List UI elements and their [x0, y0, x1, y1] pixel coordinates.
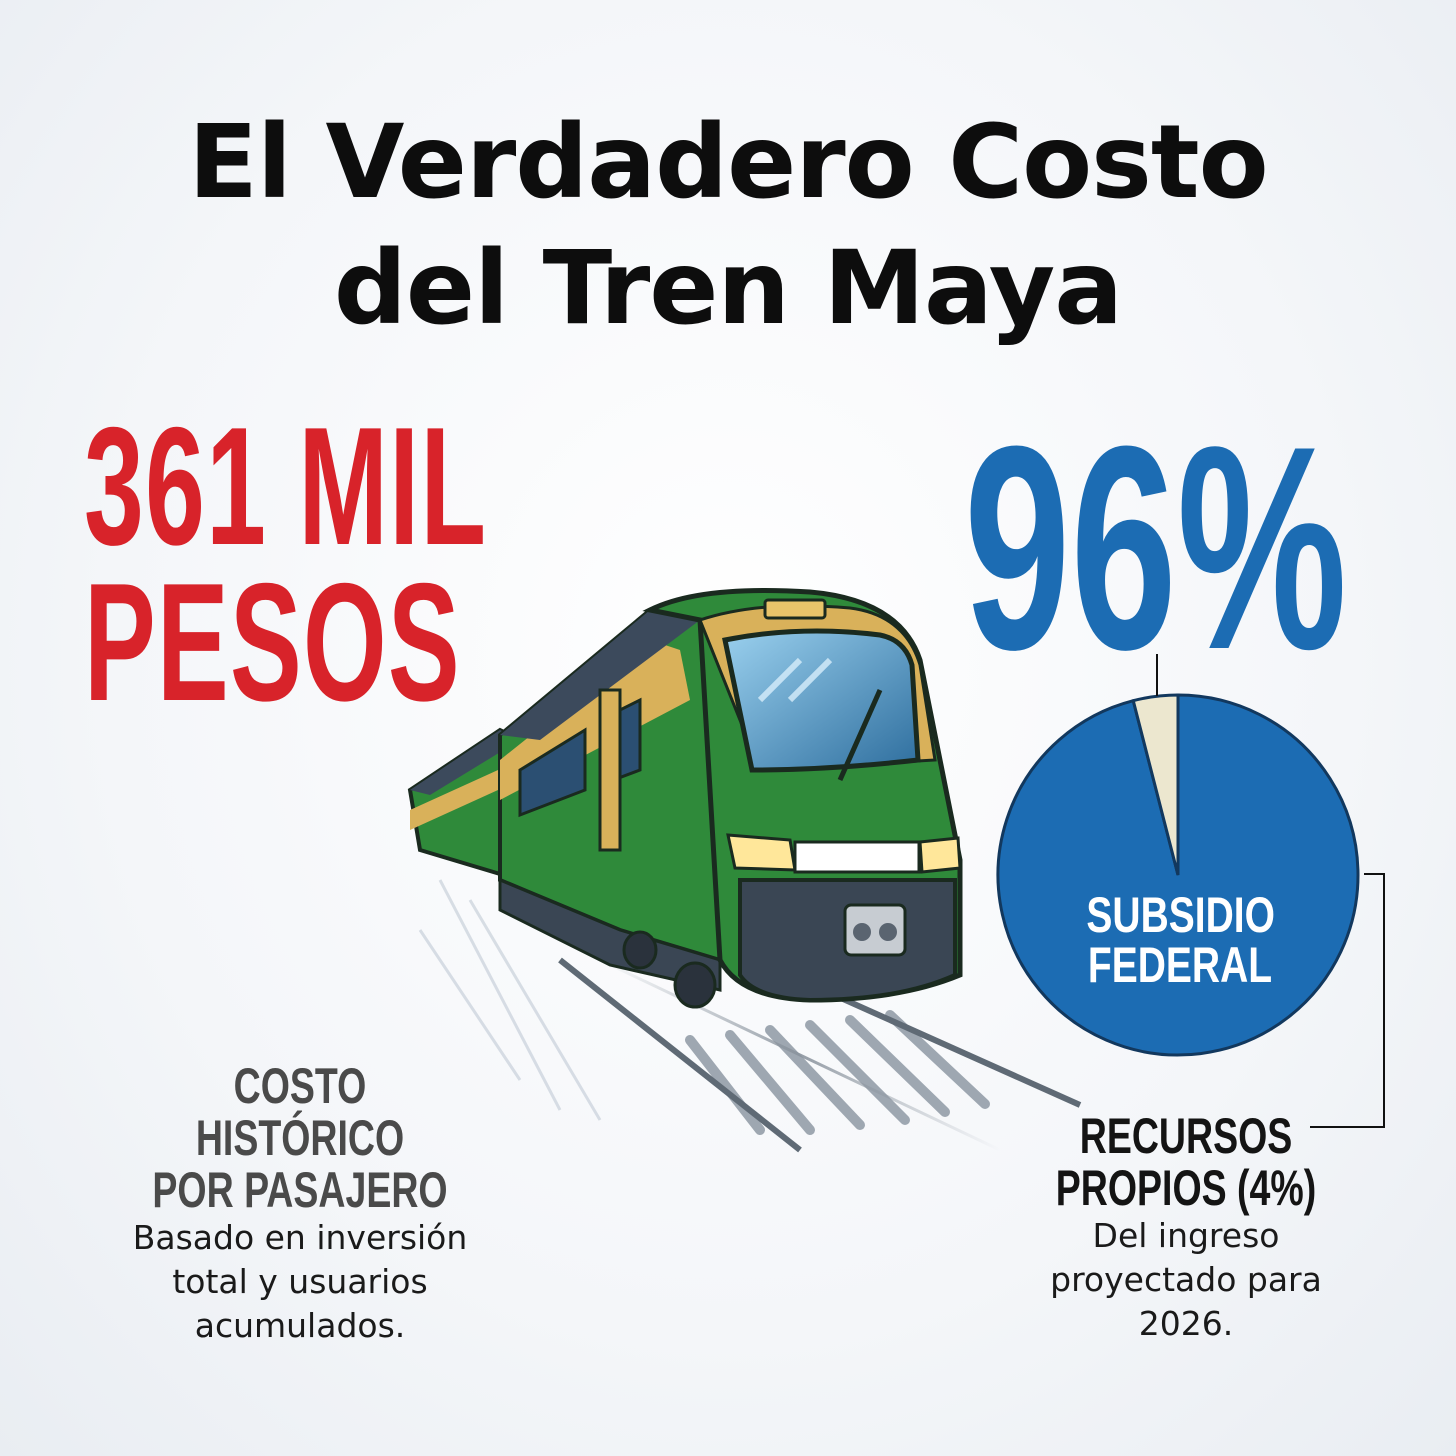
cost-caption-heading: COSTO HISTÓRICO POR PASAJERO	[80, 1060, 520, 1216]
speed-lines	[418, 879, 602, 1121]
subsidy-percent-value: 96%	[964, 386, 1348, 710]
cost-value-line-1: 361 MIL	[84, 392, 488, 580]
subsidy-pie-chart	[996, 693, 1360, 1057]
cost-per-passenger-value: 361 MIL PESOS	[84, 392, 488, 736]
pie-label-line-2: FEDERAL	[1087, 937, 1273, 993]
pie-slice-own-resources	[1131, 693, 1180, 876]
title-line-2: del Tren Maya	[333, 229, 1123, 348]
cost-caption-body-line-1: Basado en inversión	[132, 1218, 468, 1257]
own-resources-heading-line-1: RECURSOS	[1079, 1108, 1293, 1164]
title-line-1: El Verdadero Costo	[188, 103, 1268, 222]
pie-label-federal-subsidy: SUBSIDIO FEDERAL	[1060, 890, 1300, 990]
own-resources-body-line-1: Del ingreso	[1092, 1216, 1280, 1255]
cost-caption-body-line-3: acumulados.	[194, 1306, 406, 1345]
own-resources-heading-line-2: PROPIOS (4%)	[1055, 1160, 1317, 1216]
own-resources-heading: RECURSOS PROPIOS (4%)	[1010, 1110, 1362, 1214]
railway-track	[558, 932, 1082, 1153]
cost-caption-heading-line-1: COSTO HISTÓRICO	[195, 1058, 405, 1166]
pie-label-line-1: SUBSIDIO	[1086, 887, 1275, 943]
cost-caption-heading-line-2: POR PASAJERO	[152, 1162, 448, 1218]
train-icon	[407, 587, 963, 1009]
page-title: El Verdadero Costo del Tren Maya	[0, 100, 1456, 352]
cost-caption: COSTO HISTÓRICO POR PASAJERO Basado en i…	[80, 1060, 520, 1348]
cost-caption-body-line-2: total y usuarios	[172, 1262, 428, 1301]
own-resources-body-line-2: proyectado para	[1050, 1260, 1322, 1299]
own-resources-body: Del ingreso proyectado para 2026.	[1010, 1214, 1362, 1346]
cost-value-line-2: PESOS	[84, 548, 461, 736]
own-resources-caption: RECURSOS PROPIOS (4%) Del ingreso proyec…	[1010, 1110, 1362, 1346]
own-resources-body-line-3: 2026.	[1138, 1304, 1234, 1343]
cost-caption-body: Basado en inversión total y usuarios acu…	[80, 1216, 520, 1348]
connector-lines	[1156, 654, 1385, 1128]
